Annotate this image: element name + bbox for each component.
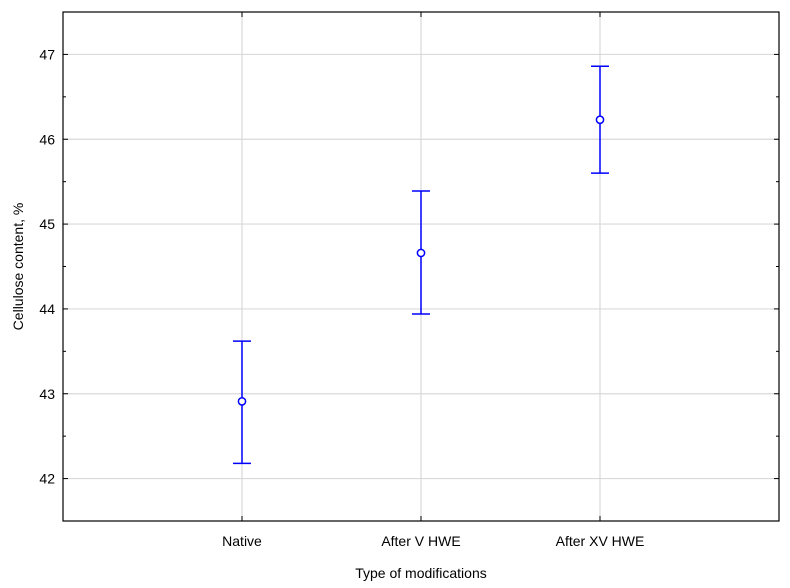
y-tick-label: 44 — [39, 301, 55, 317]
data-point-group — [412, 190, 430, 315]
y-tick-label: 47 — [39, 46, 55, 62]
x-axis-title: Type of modifications — [355, 565, 487, 581]
y-tick-label: 45 — [39, 216, 55, 232]
axis-ticks — [63, 11, 779, 522]
mean-marker — [595, 115, 605, 125]
mean-marker — [237, 397, 247, 406]
gridlines — [63, 12, 779, 521]
x-tick-label: After V HWE — [381, 533, 460, 549]
y-tick-label: 46 — [39, 131, 55, 147]
mean-marker — [416, 248, 426, 258]
x-tick-label: After XV HWE — [556, 533, 645, 549]
tick-labels: 42 43 44 45 46 47 Native After V HWE After XV HW… — [39, 46, 644, 549]
data-point-group — [233, 340, 251, 465]
data-marks — [233, 65, 609, 465]
data-point-group — [591, 65, 609, 174]
y-axis-title: Cellulose content, % — [10, 203, 26, 331]
y-tick-label: 42 — [39, 471, 55, 487]
x-tick-label: Native — [222, 533, 262, 549]
y-tick-label: 43 — [39, 386, 55, 402]
